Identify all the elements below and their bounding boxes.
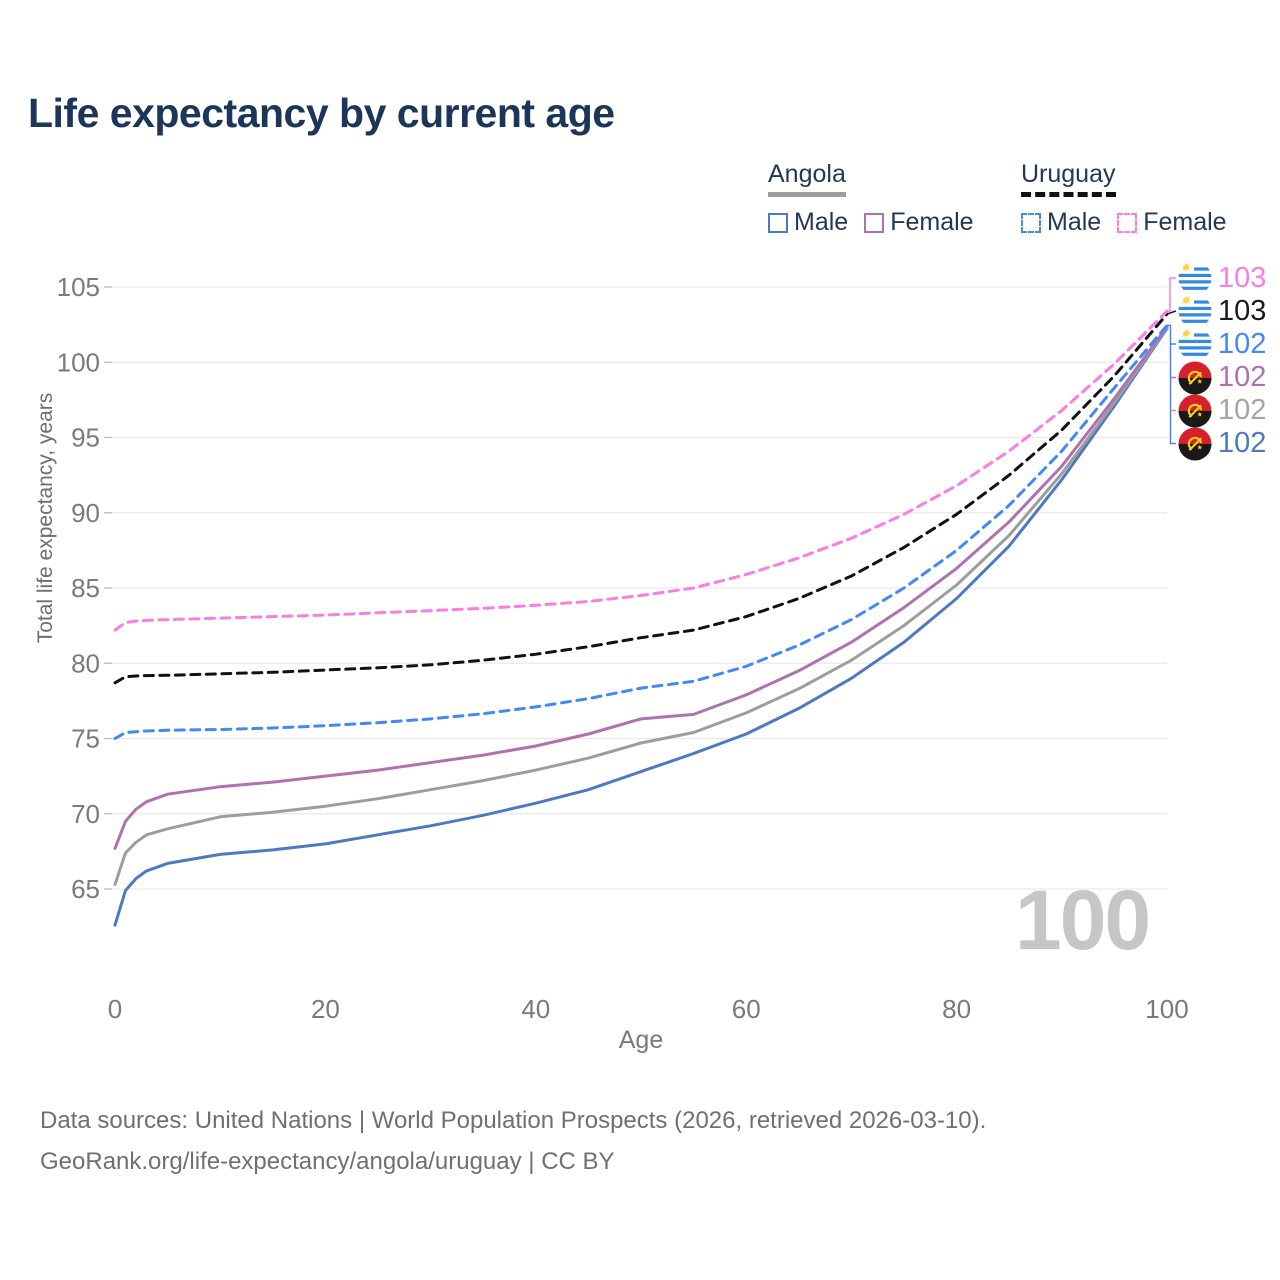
leader-bundle — [1167, 324, 1176, 445]
x-axis-title: Age — [618, 1026, 664, 1054]
leader-uruguay-female — [1167, 277, 1176, 312]
x-tick-label: 80 — [942, 994, 971, 1024]
end-label-row-uruguay: 103 — [1178, 294, 1266, 328]
uruguay-female-swatch-icon — [1117, 212, 1138, 233]
series-line-angola[interactable] — [113, 326, 1169, 886]
end-label-row-uruguay-female: 103 — [1178, 261, 1266, 295]
y-tick-label: 65 — [71, 874, 100, 904]
legend-country-angola: Angola — [768, 160, 846, 197]
end-value-label: 103 — [1218, 294, 1267, 327]
legend-label: Female — [1143, 208, 1227, 236]
y-tick-label: 75 — [71, 724, 100, 754]
age-watermark: 100 — [1015, 873, 1151, 967]
angola-flag-icon — [1178, 360, 1212, 395]
angola-female-swatch-icon — [864, 212, 885, 233]
end-label-row-angola-male: 102 — [1178, 426, 1267, 461]
y-tick-label: 100 — [57, 347, 100, 377]
end-label-row-uruguay-male: 102 — [1178, 327, 1266, 361]
x-tick-label: 60 — [732, 994, 761, 1024]
end-value-label: 102 — [1218, 394, 1267, 426]
x-tick-label: 0 — [108, 994, 122, 1024]
legend-group-uruguay: Uruguay Male Female — [1021, 160, 1227, 237]
y-tick-label: 80 — [71, 648, 100, 678]
end-label-row-angola-female: 102 — [1178, 360, 1267, 395]
angola-male-swatch-icon — [768, 212, 788, 233]
legend-item-angola-male[interactable]: Male — [768, 208, 848, 237]
legend-label: Male — [794, 208, 849, 236]
series-line-angola-female[interactable] — [113, 325, 1169, 850]
legend-item-uruguay-male[interactable]: Male — [1021, 208, 1101, 237]
series-line-uruguay-male[interactable] — [113, 323, 1169, 740]
legend-label: Male — [1047, 208, 1102, 236]
x-tick-label: 20 — [311, 994, 340, 1024]
legend-item-angola-female[interactable]: Female — [864, 208, 974, 237]
y-tick-label: 70 — [71, 799, 100, 829]
y-tick-label: 95 — [71, 423, 100, 453]
end-value-label: 102 — [1218, 361, 1267, 393]
legend-group-angola: Angola Male Female — [768, 160, 974, 237]
page-title: Life expectancy by current age — [28, 90, 615, 136]
uruguay-male-swatch-icon — [1021, 212, 1041, 233]
end-value-label: 103 — [1218, 261, 1267, 294]
end-value-label: 102 — [1218, 327, 1267, 360]
end-value-label: 102 — [1218, 427, 1267, 459]
legend-label: Female — [890, 208, 974, 236]
series-line-angola-male[interactable] — [113, 326, 1169, 927]
x-tick-label: 100 — [1145, 994, 1188, 1024]
footer-data-sources: Data sources: United Nations | World Pop… — [40, 1107, 987, 1134]
leader-uruguay — [1166, 310, 1177, 315]
legend-country-uruguay: Uruguay — [1021, 160, 1116, 197]
uruguay-flag-icon — [1178, 327, 1212, 361]
legend-item-uruguay-female[interactable]: Female — [1117, 208, 1227, 237]
y-tick-label: 105 — [57, 272, 100, 302]
angola-flag-icon — [1178, 393, 1212, 428]
uruguay-flag-icon — [1178, 261, 1212, 295]
footer-attribution: GeoRank.org/life-expectancy/angola/urugu… — [40, 1148, 615, 1175]
y-tick-label: 90 — [71, 498, 100, 528]
series-line-uruguay[interactable] — [113, 312, 1169, 685]
angola-flag-icon — [1178, 426, 1212, 461]
y-tick-label: 85 — [71, 573, 100, 603]
end-label-row-angola: 102 — [1178, 393, 1267, 428]
series-line-uruguay-female[interactable] — [113, 309, 1169, 632]
x-tick-label: 40 — [521, 994, 550, 1024]
uruguay-flag-icon — [1178, 294, 1212, 328]
